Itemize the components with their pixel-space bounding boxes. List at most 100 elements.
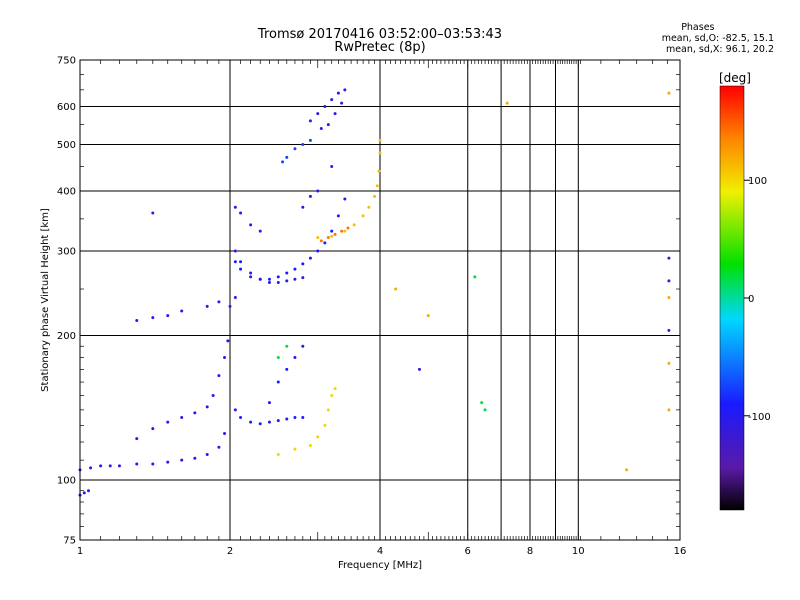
data-point-f2-high-cyan	[293, 147, 297, 151]
data-point-e-trace	[89, 466, 93, 470]
x-tick-label: 10	[572, 546, 585, 557]
data-point-e-trace	[205, 453, 209, 457]
data-point-isolated	[667, 279, 671, 283]
colorbar-label: [deg]	[719, 71, 751, 85]
phases-line-o: mean, sd,O: -82.5, 15.1	[661, 33, 774, 44]
data-point-e-trace	[117, 464, 121, 468]
data-point-e-trace	[151, 462, 155, 466]
data-point-f2-o-lower	[330, 229, 334, 233]
data-point-f1-mid	[285, 367, 289, 371]
phases-line-x: mean, sd,X: 96.1, 20.2	[665, 44, 774, 55]
data-point-f2-high	[319, 126, 323, 130]
data-point-f2-o-lower	[343, 197, 347, 201]
chart-title: Tromsø 20170416 03:52:00–03:53:43	[257, 27, 503, 42]
data-point-x-low	[293, 447, 297, 451]
data-point-isolated	[667, 328, 671, 332]
data-point-f2-x	[377, 169, 381, 173]
data-point-e-trace	[193, 456, 197, 460]
data-point-scatter-misc	[316, 189, 320, 193]
data-point-f2-o-upper	[233, 249, 237, 253]
data-point-f1-mid	[301, 344, 305, 348]
data-point-f2-high	[326, 123, 330, 127]
data-point-f2-high	[330, 98, 334, 102]
data-point-mid-branch	[151, 316, 155, 320]
data-point-mid-branch	[233, 296, 237, 300]
data-point-f2-high-cyan	[308, 138, 312, 142]
data-point-scatter-misc	[249, 223, 253, 227]
y-axis: 75 100 200 300 400 500 600 750	[57, 56, 680, 547]
data-point-f2-o-lower	[233, 260, 237, 264]
data-point-isolated-green	[473, 275, 477, 279]
data-point-e-trace	[99, 464, 103, 468]
data-point-e-trace	[166, 460, 170, 464]
colorbar-tick-label: 0	[748, 294, 754, 305]
colorbar-gradient	[719, 85, 745, 511]
data-point-f1-mid	[293, 355, 297, 359]
data-point-e-low	[86, 489, 90, 493]
data-point-e-trace	[180, 458, 184, 462]
data-point-f2-high-cyan	[301, 143, 305, 147]
data-point-f2-x-orange	[346, 226, 350, 230]
data-point-f2-high	[333, 112, 337, 116]
data-point-f2-high-cyan	[281, 160, 285, 164]
data-point-mid-branch	[228, 304, 232, 308]
data-point-isolated	[417, 367, 421, 371]
data-point-f1-low	[205, 405, 209, 409]
data-point-f1-mid	[233, 408, 237, 412]
data-point-isolated-green	[285, 344, 289, 348]
data-point-f1-mid	[276, 419, 280, 423]
data-point-f1-low	[223, 355, 227, 359]
data-point-f2-high	[308, 119, 312, 123]
data-point-f2-x-orange	[326, 236, 330, 240]
data-point-f1-low	[166, 420, 170, 424]
data-point-f1-mid	[239, 415, 243, 419]
data-point-mid-branch	[180, 309, 184, 313]
data-point-scatter-misc	[308, 194, 312, 198]
data-point-f2-x	[373, 194, 377, 198]
data-point-x-low	[333, 387, 337, 391]
colorbar-tick-label: -100	[748, 412, 771, 423]
data-point-isolated	[151, 211, 155, 215]
colorbar: [deg] 100 0 -100	[719, 71, 771, 511]
data-point-f1-mid	[258, 422, 262, 426]
data-point-scatter-misc	[301, 205, 305, 209]
x-tick-label: 8	[527, 546, 533, 557]
y-tick-label: 600	[57, 102, 76, 113]
data-point-scatter-misc	[239, 211, 243, 215]
data-point-f2-o-upper	[249, 271, 253, 275]
data-point-f2-x	[367, 205, 371, 209]
data-point-f2-o-lower	[316, 249, 320, 253]
data-point-f2-x	[361, 214, 365, 218]
data-point-f1-low	[135, 437, 139, 441]
data-point-f2-o-upper	[293, 277, 297, 281]
data-point-f2-o-lower	[276, 275, 280, 279]
data-point-scatter-misc	[330, 164, 334, 168]
data-point-e-trace	[223, 432, 227, 436]
data-point-f1-mid	[301, 415, 305, 419]
grid-lines	[80, 60, 680, 540]
y-axis-label: Stationary phase Virtual Height [km]	[40, 208, 51, 392]
data-point-f2-high	[323, 105, 327, 109]
data-point-isolated-warm	[667, 91, 671, 95]
data-point-mid-branch	[166, 314, 170, 318]
data-point-f2-o-lower	[293, 267, 297, 271]
data-point-isolated	[667, 256, 671, 260]
data-point-f2-x-orange	[340, 229, 344, 233]
data-point-x-low	[326, 408, 330, 412]
x-tick-label: 4	[377, 546, 383, 557]
data-point-f2-high	[343, 88, 347, 92]
data-point-e-trace	[108, 464, 112, 468]
data-point-f1-mid	[293, 415, 297, 419]
data-point-f2-x	[378, 151, 382, 155]
x-tick-label: 16	[674, 546, 687, 557]
x-tick-label: 2	[227, 546, 233, 557]
data-point-f1-low	[211, 394, 215, 398]
data-point-isolated-green	[480, 401, 484, 405]
data-point-e-low	[82, 491, 86, 495]
data-point-f2-o-upper	[267, 280, 271, 284]
data-point-isolated-green	[483, 408, 487, 412]
data-point-f1-mid	[267, 401, 271, 405]
data-point-f1-low	[180, 415, 184, 419]
data-point-scatter-misc	[258, 229, 262, 233]
